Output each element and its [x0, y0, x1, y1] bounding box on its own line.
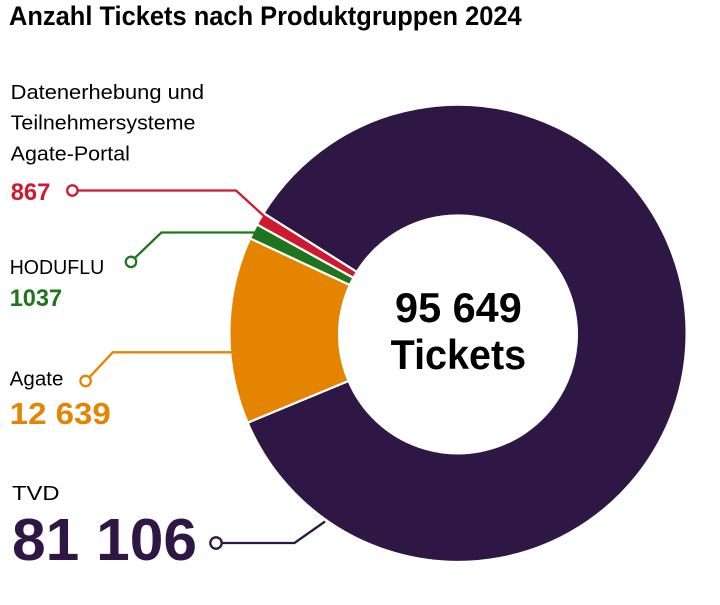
svg-text:95 649: 95 649 [395, 284, 522, 331]
svg-text:81 106: 81 106 [12, 506, 197, 573]
svg-text:Agate: Agate [10, 368, 64, 391]
svg-text:HODUFLU: HODUFLU [10, 256, 105, 279]
svg-text:Anzahl Tickets nach Produktgru: Anzahl Tickets nach Produktgruppen 2024 [9, 1, 522, 31]
svg-text:Teilnehmersysteme: Teilnehmersysteme [11, 112, 196, 135]
svg-text:12 639: 12 639 [10, 396, 111, 431]
svg-text:867: 867 [11, 179, 51, 206]
svg-text:Tickets: Tickets [391, 331, 527, 378]
svg-text:TVD: TVD [12, 482, 60, 505]
svg-text:Agate-Portal: Agate-Portal [11, 142, 130, 165]
svg-text:1037: 1037 [10, 285, 63, 312]
svg-text:Datenerhebung und: Datenerhebung und [11, 81, 204, 104]
